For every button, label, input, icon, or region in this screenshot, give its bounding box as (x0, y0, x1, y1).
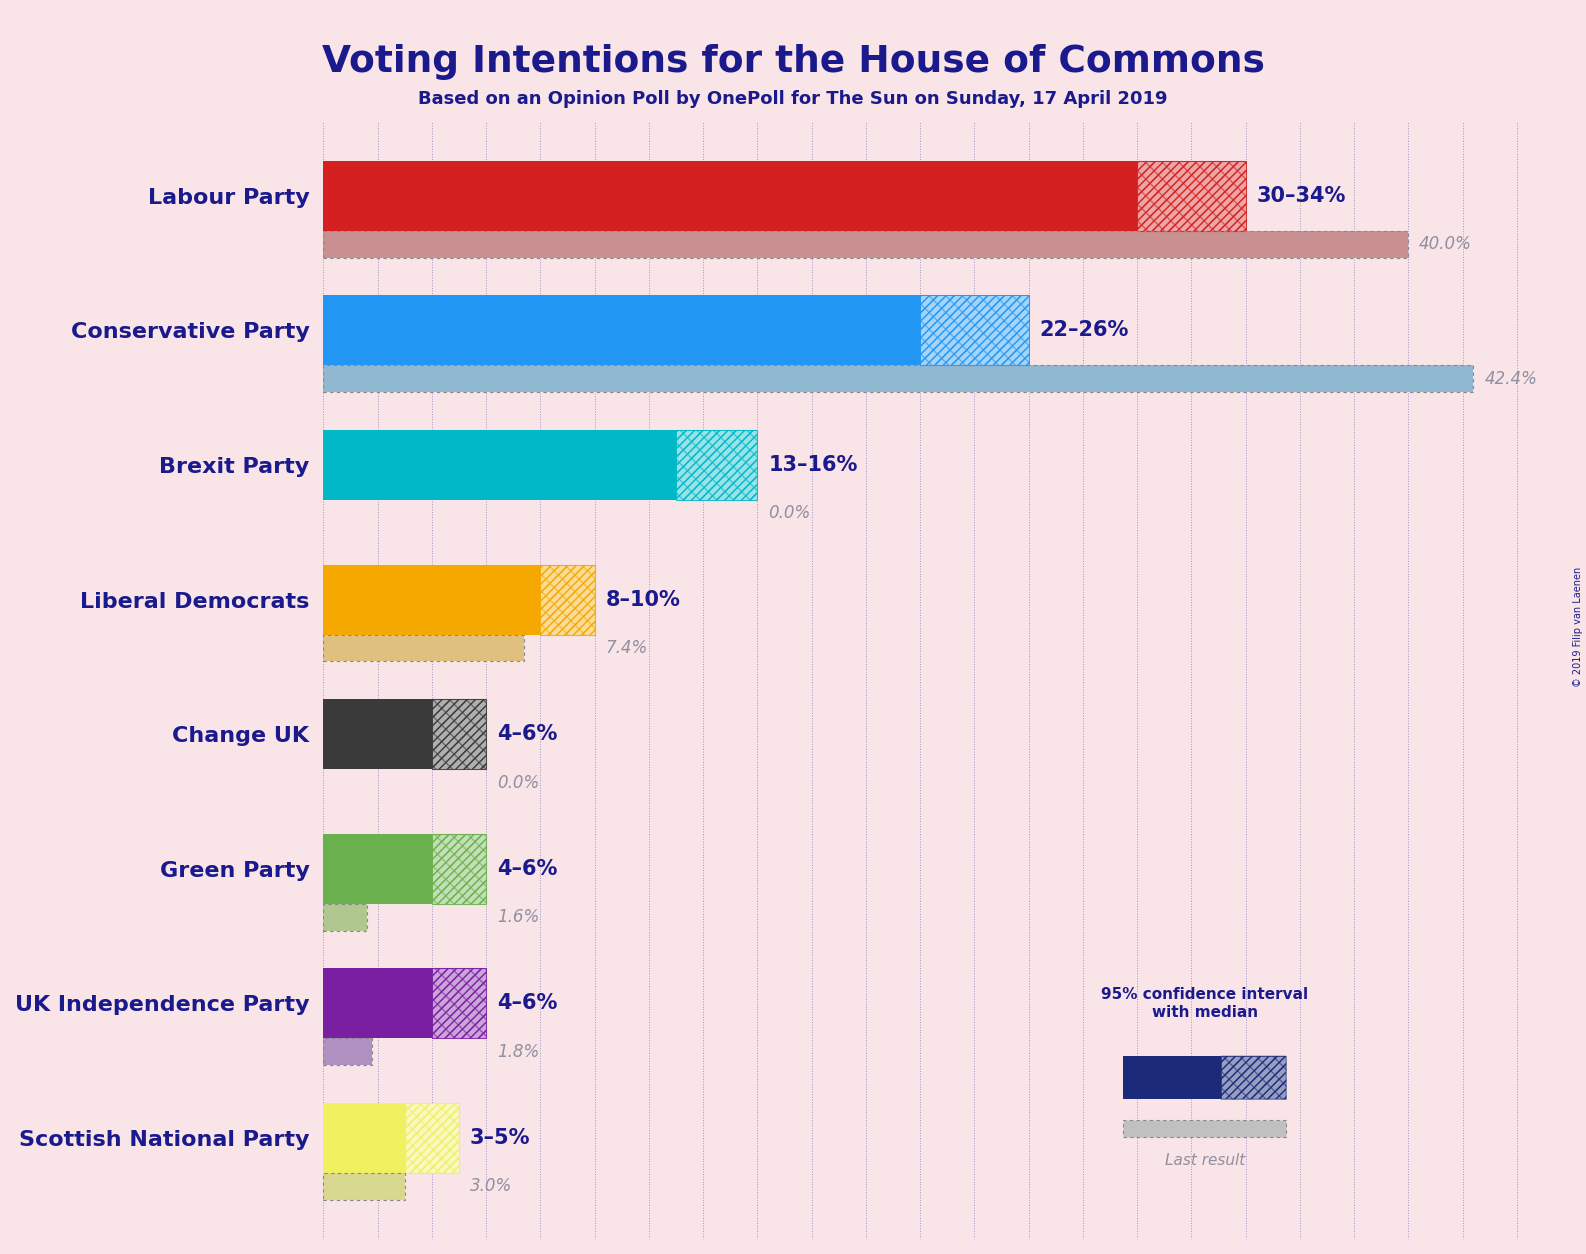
Bar (541, 564, 595, 635)
Text: 1.6%: 1.6% (496, 908, 539, 927)
FancyBboxPatch shape (1123, 1120, 1286, 1137)
FancyBboxPatch shape (1221, 1056, 1286, 1099)
Bar (431, 834, 487, 904)
Bar (324, 1038, 373, 1066)
FancyBboxPatch shape (1221, 1056, 1286, 1099)
Bar (676, 430, 758, 500)
Bar (324, 904, 366, 930)
Text: 4–6%: 4–6% (496, 724, 557, 744)
Bar (431, 834, 487, 904)
Text: 42.4%: 42.4% (1484, 370, 1537, 387)
Text: 8–10%: 8–10% (606, 589, 680, 609)
Bar (431, 968, 487, 1038)
Bar (431, 968, 487, 1038)
Text: 3–5%: 3–5% (469, 1129, 530, 1147)
Bar (920, 295, 1029, 365)
Bar (1137, 161, 1245, 231)
Bar (920, 295, 1029, 365)
Text: © 2019 Filip van Laenen: © 2019 Filip van Laenen (1573, 567, 1583, 687)
Bar (1137, 161, 1245, 231)
Text: 4–6%: 4–6% (496, 993, 557, 1013)
Text: 40.0%: 40.0% (1419, 234, 1472, 253)
Bar (676, 430, 758, 500)
Bar (324, 564, 541, 635)
Text: Based on an Opinion Poll by OnePoll for The Sun on Sunday, 17 April 2019: Based on an Opinion Poll by OnePoll for … (419, 90, 1167, 108)
Bar (676, 430, 758, 500)
Bar (404, 1104, 458, 1172)
Bar (541, 564, 595, 635)
Text: 13–16%: 13–16% (768, 455, 858, 475)
Bar (324, 1104, 404, 1172)
Bar (431, 700, 487, 769)
Bar (541, 564, 595, 635)
Bar (324, 295, 920, 365)
FancyBboxPatch shape (1123, 1056, 1221, 1099)
Bar (431, 700, 487, 769)
Text: 0.0%: 0.0% (496, 774, 539, 791)
Text: 95% confidence interval
with median: 95% confidence interval with median (1101, 987, 1308, 1020)
Bar (324, 635, 523, 661)
Bar (404, 1104, 458, 1172)
Bar (324, 968, 431, 1038)
Text: 1.8%: 1.8% (496, 1043, 539, 1061)
Bar (1137, 161, 1245, 231)
Bar (324, 834, 431, 904)
Text: 30–34%: 30–34% (1256, 186, 1347, 206)
Bar (431, 700, 487, 769)
Text: 4–6%: 4–6% (496, 859, 557, 879)
Bar (404, 1104, 458, 1172)
Text: Last result: Last result (1164, 1152, 1245, 1167)
Text: 0.0%: 0.0% (768, 504, 810, 523)
Bar (324, 365, 1473, 393)
Bar (324, 161, 1137, 231)
Text: 3.0%: 3.0% (469, 1178, 512, 1195)
Bar (324, 1172, 404, 1200)
Bar (920, 295, 1029, 365)
Text: 7.4%: 7.4% (606, 640, 647, 657)
Bar (431, 968, 487, 1038)
Bar (324, 430, 676, 500)
Bar (324, 700, 431, 769)
Bar (324, 231, 1408, 257)
Bar (431, 834, 487, 904)
Text: 22–26%: 22–26% (1039, 320, 1129, 340)
Text: Voting Intentions for the House of Commons: Voting Intentions for the House of Commo… (322, 44, 1264, 80)
